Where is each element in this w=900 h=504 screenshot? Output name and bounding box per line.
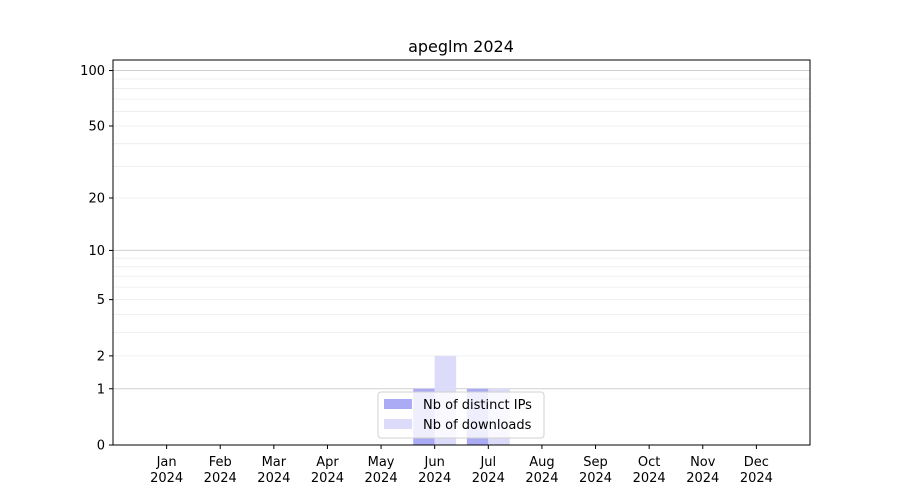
x-tick-label: Jun 2024 bbox=[418, 455, 451, 486]
x-tick-label: Jul 2024 bbox=[472, 455, 505, 486]
chart-title: apeglm 2024 bbox=[408, 37, 514, 56]
y-tick-label: 100 bbox=[80, 64, 105, 79]
legend-box bbox=[377, 391, 545, 439]
y-tick-label: 50 bbox=[88, 119, 105, 134]
x-tick-label: Sep 2024 bbox=[579, 455, 612, 486]
x-tick-label: Oct 2024 bbox=[633, 455, 666, 486]
y-tick-label: 5 bbox=[97, 293, 105, 308]
legend-label: Nb of downloads bbox=[423, 418, 532, 433]
legend-swatch bbox=[384, 419, 412, 429]
x-tick-label: Apr 2024 bbox=[311, 455, 344, 486]
x-tick-label: Feb 2024 bbox=[204, 455, 237, 486]
x-tick-label: Aug 2024 bbox=[525, 455, 558, 486]
x-tick-label: Jan 2024 bbox=[150, 455, 183, 486]
x-tick-label: Mar 2024 bbox=[257, 455, 290, 486]
y-tick-label: 1 bbox=[97, 382, 105, 397]
legend-label: Nb of distinct IPs bbox=[423, 398, 532, 413]
y-tick-label: 2 bbox=[97, 349, 105, 364]
y-tick-label: 20 bbox=[88, 191, 105, 206]
x-tick-label: May 2024 bbox=[365, 455, 398, 486]
y-tick-label: 0 bbox=[97, 439, 105, 454]
legend: Nb of distinct IPs Nb of downloads bbox=[377, 391, 545, 439]
y-tick-label: 10 bbox=[88, 244, 105, 259]
x-tick-label: Nov 2024 bbox=[686, 455, 719, 486]
legend-swatch bbox=[384, 399, 412, 409]
x-tick-label: Dec 2024 bbox=[740, 455, 773, 486]
plot-frame bbox=[112, 59, 811, 446]
